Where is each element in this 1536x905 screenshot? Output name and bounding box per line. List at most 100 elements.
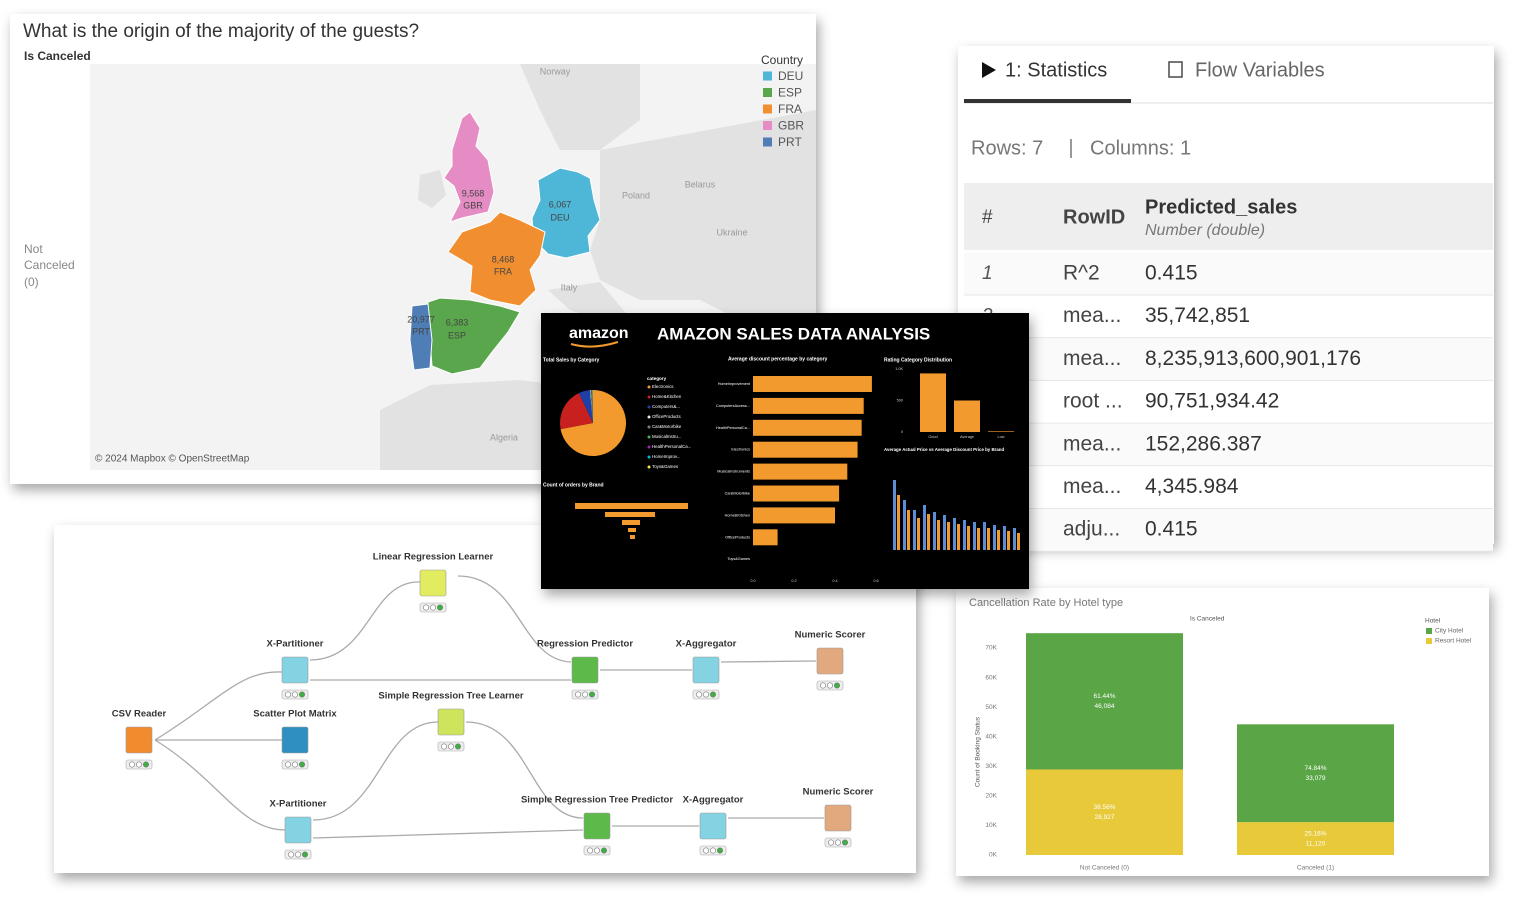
legend-title: Hotel <box>1425 618 1441 625</box>
status-light <box>600 847 607 854</box>
node-label: CSV Reader <box>112 709 167 720</box>
header-type: Number (double) <box>1145 222 1265 239</box>
region-value: 6,383 <box>446 317 469 327</box>
row-bg <box>964 253 1493 295</box>
legend-dot <box>647 405 651 409</box>
bar-segment <box>1026 633 1183 770</box>
value-label: 28,927 <box>1095 814 1115 821</box>
legend-swatch <box>763 121 772 130</box>
place-labels: Norway Belarus Poland Ukraine Italy Alge… <box>490 66 748 442</box>
bar <box>753 441 858 458</box>
y-tick-label: 60K <box>985 674 997 681</box>
country-deu <box>531 167 601 259</box>
header-cell: # <box>982 207 993 228</box>
node[interactable] <box>571 656 599 684</box>
legend-swatch <box>1426 638 1432 644</box>
cell-value: 0.415 <box>1145 262 1198 285</box>
row-bg <box>964 423 1493 466</box>
region-code: PRT <box>412 326 430 336</box>
x-tick-label: Good <box>928 435 937 439</box>
node[interactable] <box>824 804 852 832</box>
y-tick-label: 40K <box>985 733 997 740</box>
node[interactable] <box>419 569 447 597</box>
legend-dot <box>647 395 651 399</box>
legend-dot <box>647 385 651 389</box>
node[interactable] <box>816 647 844 675</box>
header-cell: RowID <box>1063 206 1125 228</box>
legend-label: Electronics <box>652 384 674 389</box>
bar <box>954 400 980 432</box>
status-light <box>841 839 848 846</box>
bar <box>753 463 848 480</box>
status-light <box>827 839 834 846</box>
node[interactable] <box>699 812 727 840</box>
node-label: X-Partitioner <box>269 799 326 810</box>
node[interactable] <box>284 816 312 844</box>
node[interactable] <box>583 812 611 840</box>
legend-title: Country <box>761 53 803 67</box>
category-label: OfficeProducts <box>725 535 750 539</box>
cell-value: 8,235,913,600,901,176 <box>1145 347 1361 370</box>
cell-value: 90,751,934.42 <box>1145 390 1279 413</box>
legend-swatch <box>763 137 772 147</box>
status-light <box>294 851 301 858</box>
status-light <box>581 691 588 698</box>
land <box>520 64 640 150</box>
category-label: Electronics <box>731 448 750 452</box>
region-labels: 9,568 GBR 6,067 DEU 8,468 FRA 6,383 ESP … <box>407 188 571 340</box>
node[interactable] <box>281 656 309 684</box>
status-light <box>136 761 143 768</box>
node[interactable] <box>281 726 309 754</box>
chart-title: Cancellation Rate by Hotel type <box>969 597 1123 609</box>
status-light <box>284 761 291 768</box>
legend-dot <box>647 425 651 429</box>
brand-price <box>893 480 1016 550</box>
cell-rowid: mea... <box>1063 475 1121 498</box>
status-light <box>422 604 429 611</box>
section-title: Rating Category Distribution <box>884 357 952 363</box>
legend-dot <box>647 435 651 439</box>
y-axis-title: Count of Booking Status <box>975 716 982 787</box>
status-light <box>574 691 581 698</box>
legend-title: category <box>647 376 667 381</box>
pie-slice <box>591 390 593 423</box>
node-label: Simple Regression Tree Predictor <box>521 795 673 806</box>
node-label: Scatter Plot Matrix <box>253 709 337 720</box>
hotel-panel: Cancellation Rate by Hotel type Is Cance… <box>956 588 1489 876</box>
pie-slice <box>578 390 593 423</box>
logo-smile <box>570 341 619 348</box>
bar <box>753 376 872 392</box>
region-value: 8,468 <box>492 254 515 264</box>
category-label: Home&Kitchen <box>725 513 750 517</box>
place: Ukraine <box>716 227 747 237</box>
legend-swatch <box>763 104 772 114</box>
region-code: DEU <box>550 212 569 222</box>
tab[interactable]: 1: Statistics <box>1005 59 1107 81</box>
node[interactable] <box>125 726 153 754</box>
status-light <box>819 682 826 689</box>
node-label: X-Aggregator <box>683 795 744 806</box>
y-tick-label: 20K <box>985 793 997 800</box>
category-label: HomeImprovement <box>718 382 751 386</box>
percent-label: 74.84% <box>1304 765 1326 772</box>
cell-value: 152,286.387 <box>1145 432 1262 455</box>
brand-funnel <box>575 503 688 539</box>
legend-label: GBR <box>778 119 804 133</box>
legend-swatch <box>763 88 772 97</box>
status-light <box>291 761 298 768</box>
node[interactable] <box>437 708 465 736</box>
percent-label: 38.56% <box>1093 804 1115 811</box>
legend-label: HomeImprov... <box>652 454 680 459</box>
nodes: Linear Regression Learner X-Partitioner Re… <box>112 552 874 860</box>
status-light <box>143 761 150 768</box>
legend-label: MusicalInstru... <box>652 434 682 439</box>
place: Poland <box>622 190 650 200</box>
bar-segment <box>1026 769 1183 855</box>
x-tick-label: 0.0 <box>750 579 755 583</box>
row-bg <box>964 338 1493 381</box>
status-light <box>129 761 136 768</box>
tab[interactable]: Flow Variables <box>1195 59 1325 81</box>
status-light <box>454 743 461 750</box>
node[interactable] <box>692 656 720 684</box>
